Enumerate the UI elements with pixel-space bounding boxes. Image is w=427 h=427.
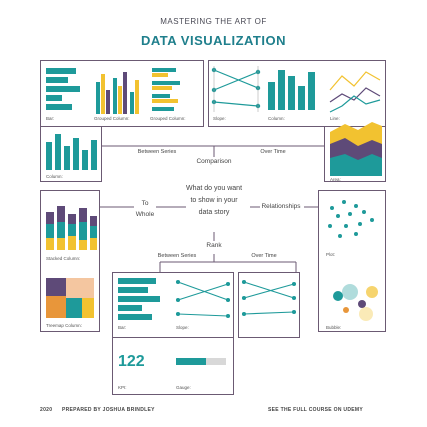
label-line: Line: xyxy=(330,116,340,121)
bubble-chart-icon xyxy=(333,284,378,321)
bar-chart-icon xyxy=(46,68,80,110)
kpi-gauge-box xyxy=(112,337,234,395)
column-chart-icon-mid xyxy=(268,70,315,110)
slope-chart-icon-bottom-1 xyxy=(175,279,231,319)
label-area: Area: xyxy=(330,177,341,182)
label-bubble: Bubble: xyxy=(326,325,342,330)
title-line-1: MASTERING THE ART OF xyxy=(160,17,267,26)
relationships-box xyxy=(318,190,386,332)
stacked-column-icon xyxy=(46,206,97,250)
label-column-mid: Column: xyxy=(268,116,285,121)
label-stacked-column: Stacked Column: xyxy=(46,256,81,261)
label-column-left: Column: xyxy=(46,174,63,179)
scatter-plot-icon xyxy=(328,200,374,238)
footer-prepared-by: PREPARED BY JOSHUA BRINDLEY xyxy=(62,407,155,413)
grouped-column-icon-1 xyxy=(96,72,139,114)
label-slope-bottom: Slope: xyxy=(176,325,189,330)
footer-year: 2020 xyxy=(40,407,53,413)
branch-whole: Whole xyxy=(135,211,155,218)
branch-between-series-bottom: Between Series xyxy=(157,253,197,259)
branch-over-time-top: Over Time xyxy=(260,149,286,155)
label-grouped-column-2: Grouped Column: xyxy=(150,116,186,121)
label-bar-bottom: Bar: xyxy=(118,325,127,330)
kpi-value: 122 xyxy=(118,353,145,370)
gauge-fill xyxy=(176,358,206,365)
branch-relationships: Relationships xyxy=(261,203,301,210)
label-kpi: KPI: xyxy=(118,385,127,390)
treemap-icon xyxy=(46,278,94,318)
center-question-line-3: data story xyxy=(198,209,230,216)
gauge-icon xyxy=(176,358,226,365)
slope-chart-icon-bottom-2 xyxy=(241,279,297,317)
label-gauge: Gauge: xyxy=(176,385,191,390)
label-treemap-column: Treemap Column: xyxy=(46,323,82,328)
center-question-line-1: What do you want xyxy=(185,185,243,192)
label-plot: Plot: xyxy=(326,252,336,257)
branch-comparison: Comparison xyxy=(196,158,232,165)
label-bar: Bar: xyxy=(46,116,55,121)
column-chart-icon-left xyxy=(46,134,97,170)
line-chart-icon xyxy=(329,71,381,113)
slope-chart-icon xyxy=(211,66,261,112)
title-line-2: DATA VISUALIZATION xyxy=(140,33,286,48)
grouped-column-icon-2 xyxy=(152,68,180,111)
area-chart-icon xyxy=(330,122,382,176)
branch-rank: Rank xyxy=(206,242,222,249)
over-time-box xyxy=(208,60,386,127)
label-grouped-column-1: Grouped Column: xyxy=(94,116,130,121)
label-slope: Slope: xyxy=(213,116,226,121)
bar-chart-icon-bottom xyxy=(118,278,160,320)
center-question-line-2: to show in your xyxy=(190,197,238,204)
branch-between-series-top: Between Series xyxy=(137,149,177,155)
branch-over-time-bottom: Over Time xyxy=(251,253,277,259)
branch-to: To xyxy=(141,200,149,207)
footer-course: SEE THE FULL COURSE ON UDEMY xyxy=(268,407,363,413)
